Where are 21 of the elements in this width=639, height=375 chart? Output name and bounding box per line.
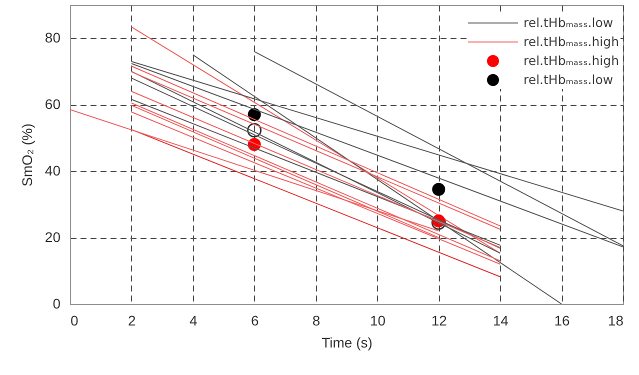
x-tick-label: 4 — [189, 312, 198, 328]
y-tick-label: 20 — [44, 229, 61, 246]
x-tick-label: 16 — [554, 312, 570, 328]
legend-label: rel.tHbₘₐₛₛ.low — [524, 72, 614, 87]
legend-label: rel.tHbₘₐₛₛ.high — [524, 34, 619, 49]
x-tick-label: 12 — [431, 312, 448, 328]
y-tick-label: 60 — [44, 96, 61, 112]
x-tick-label: 2 — [128, 312, 136, 328]
legend-label: rel.tHbₘₐₛₛ.low — [524, 15, 614, 30]
x-tick-label: 8 — [312, 312, 320, 328]
y-axis-title: SmO₂ (%) — [18, 124, 35, 186]
x-tick-label: 0 — [70, 312, 78, 328]
x-tick-label: 18 — [608, 312, 624, 328]
x-tick-label: 6 — [250, 312, 259, 328]
y-tick-label: 40 — [44, 162, 61, 179]
x-tick-label: 10 — [370, 312, 386, 328]
x-axis-title: Time (s) — [322, 334, 372, 350]
x-tick-label: 14 — [492, 312, 509, 328]
y-tick-label: 80 — [44, 30, 61, 46]
legend-label: rel.tHbₘₐₛₛ.high — [524, 53, 619, 68]
y-tick-label: 0 — [52, 296, 61, 312]
